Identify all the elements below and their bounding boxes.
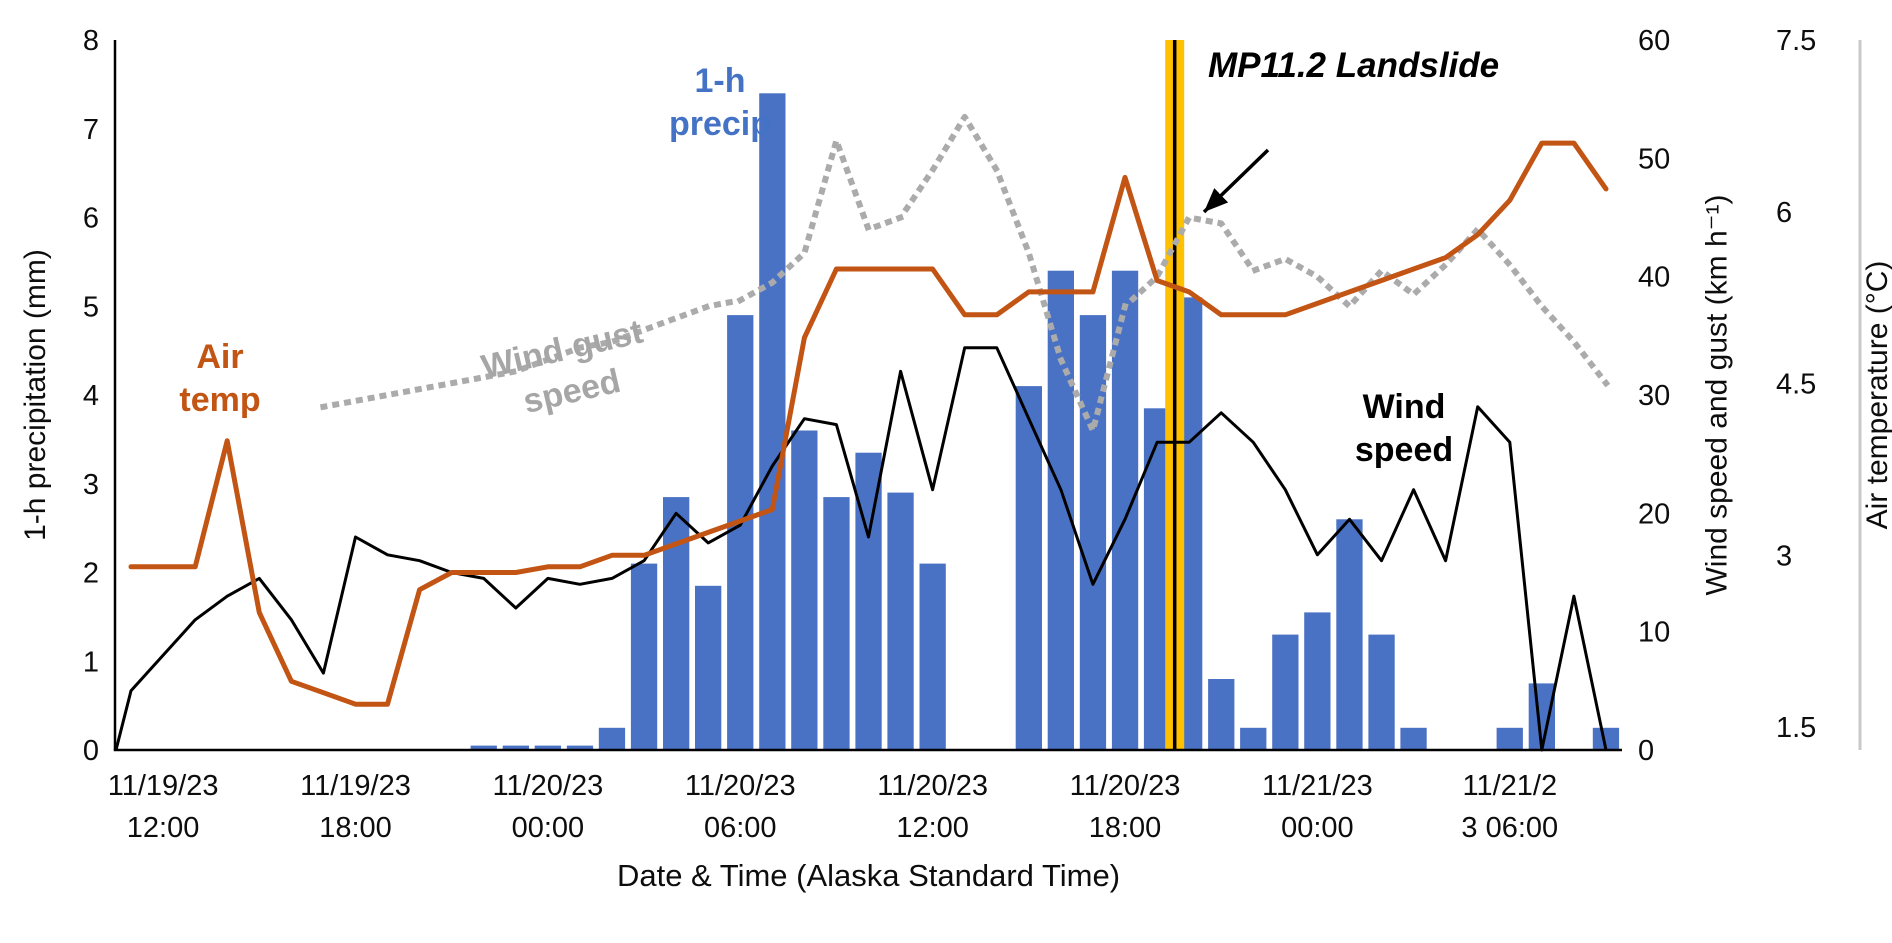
- svg-text:11/20/23: 11/20/23: [877, 770, 988, 802]
- svg-text:12:00: 12:00: [127, 812, 200, 844]
- svg-text:11/21/23: 11/21/23: [1262, 770, 1373, 802]
- svg-text:11/21/2: 11/21/2: [1462, 770, 1557, 802]
- svg-text:50: 50: [1638, 143, 1670, 175]
- svg-text:60: 60: [1638, 25, 1670, 57]
- svg-text:18:00: 18:00: [1089, 812, 1162, 844]
- svg-text:3 06:00: 3 06:00: [1461, 812, 1558, 844]
- svg-text:11/20/23: 11/20/23: [492, 770, 603, 802]
- svg-text:7: 7: [83, 114, 99, 146]
- svg-text:11/20/23: 11/20/23: [1070, 770, 1181, 802]
- svg-text:4: 4: [83, 380, 99, 412]
- wind-speed-line: [114, 346, 1608, 752]
- svg-text:0: 0: [1638, 735, 1654, 767]
- svg-text:4.5: 4.5: [1776, 369, 1816, 401]
- svg-text:3: 3: [83, 469, 99, 501]
- svg-text:1.5: 1.5: [1776, 712, 1816, 744]
- svg-text:7.5: 7.5: [1776, 25, 1816, 57]
- precip-bars: [470, 93, 1620, 751]
- svg-text:11/19/23: 11/19/23: [300, 770, 411, 802]
- precip-axis-title: 1-h precipitation (mm): [19, 249, 52, 541]
- air-temp-series-label: Air temp: [179, 338, 261, 419]
- landslide-annotation-label: MP11.2 Landslide: [1208, 46, 1500, 85]
- temp-tick-labels: 1.5 3 4.5 6 7.5: [1776, 25, 1816, 744]
- temp-axis-title: Air temperature (°C): [1861, 260, 1892, 530]
- svg-text:1: 1: [83, 646, 99, 678]
- svg-text:8: 8: [83, 25, 99, 57]
- wind-axis-title: Wind speed and gust (km h⁻¹): [1700, 194, 1734, 596]
- svg-text:30: 30: [1638, 380, 1670, 412]
- precip-series-label: 1-h precip: [668, 62, 772, 143]
- svg-text:11/20/23: 11/20/23: [685, 770, 796, 802]
- wind-gust-line: [319, 113, 1611, 434]
- landslide-band: [1165, 40, 1185, 750]
- precip-tick-labels: 0 1 2 3 4 5 6 7 8: [83, 25, 99, 767]
- svg-text:10: 10: [1638, 617, 1670, 649]
- x-tick-labels: 11/19/23 12:00 11/19/23 18:00 11/20/23 00:00 1…: [108, 770, 1558, 844]
- svg-text:0: 0: [83, 735, 99, 767]
- svg-text:06:00: 06:00: [704, 812, 777, 844]
- x-axis-title: Date & Time (Alaska Standard Time): [616, 858, 1121, 893]
- air-temp-line: [128, 140, 1609, 707]
- svg-text:00:00: 00:00: [1281, 812, 1354, 844]
- landslide-arrow: [1202, 148, 1270, 214]
- wind-tick-labels: 0 10 20 30 40 50 60: [1638, 25, 1670, 767]
- svg-text:3: 3: [1776, 540, 1792, 572]
- svg-text:5: 5: [83, 291, 99, 323]
- svg-text:20: 20: [1638, 498, 1670, 530]
- svg-text:2: 2: [83, 558, 99, 590]
- svg-text:11/19/23: 11/19/23: [108, 770, 219, 802]
- svg-text:00:00: 00:00: [512, 812, 585, 844]
- svg-text:6: 6: [1776, 197, 1792, 229]
- svg-text:12:00: 12:00: [896, 812, 969, 844]
- axes-spines: [113, 40, 1862, 752]
- wind-speed-series-label: Wind speed: [1354, 388, 1454, 469]
- svg-text:6: 6: [83, 203, 99, 235]
- svg-text:40: 40: [1638, 262, 1670, 294]
- svg-text:18:00: 18:00: [319, 812, 392, 844]
